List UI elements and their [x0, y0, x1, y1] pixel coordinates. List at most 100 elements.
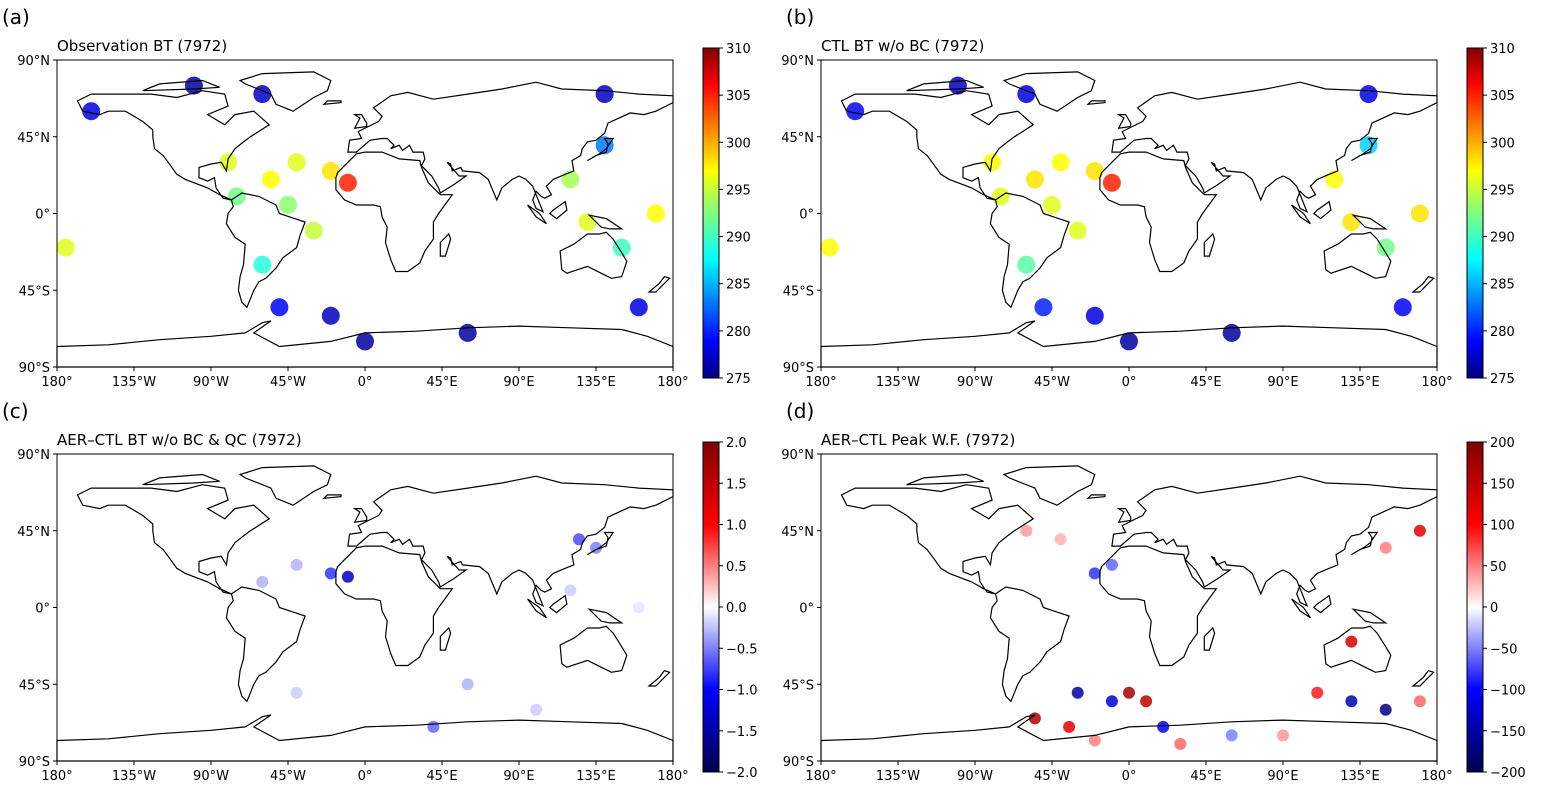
data-point [1105, 695, 1118, 708]
x-tick-label: 45°E [1190, 769, 1221, 784]
y-tick-label: 0° [35, 602, 50, 617]
coastline [527, 598, 547, 619]
x-tick-label: 135°W [876, 769, 920, 784]
data-point [1054, 533, 1067, 546]
y-tick-label: 45°N [781, 525, 814, 540]
data-point [564, 584, 577, 597]
colorbar-tick-label: 300 [726, 136, 751, 151]
coastline [906, 79, 984, 92]
data-point [1102, 173, 1121, 192]
coastline [840, 90, 1035, 201]
coastline [559, 625, 628, 673]
y-tick-label: 45°S [783, 678, 814, 693]
x-tick-label: 90°E [1267, 769, 1298, 784]
colorbar-tick-label: 150 [1490, 477, 1515, 492]
x-tick-label: 135°E [576, 375, 616, 390]
coastline [1086, 100, 1106, 106]
colorbar-tick-label: 200 [1490, 436, 1515, 451]
coastline [820, 714, 1438, 762]
data-point [1020, 524, 1033, 537]
x-tick-label: 135°E [1340, 375, 1380, 390]
data-point [1085, 161, 1104, 180]
data-point [1017, 85, 1036, 104]
data-point [1071, 686, 1084, 699]
colorbar [702, 47, 720, 379]
coastline [352, 508, 368, 523]
data-point [572, 533, 585, 546]
coastline [527, 204, 547, 225]
colorbar-tick-label: 50 [1490, 560, 1507, 575]
coastline [587, 137, 615, 162]
colorbar-tick-label: −0.5 [726, 642, 758, 657]
data-point [279, 196, 297, 214]
data-point [1225, 729, 1238, 742]
colorbar-tick-label: 1.0 [726, 519, 747, 534]
x-tick-label: 90°E [503, 769, 534, 784]
coastline [1111, 475, 1438, 608]
x-tick-label: 135°E [1340, 769, 1380, 784]
coastline [1351, 608, 1388, 624]
x-tick-label: 45°E [426, 769, 457, 784]
data-point [1393, 298, 1412, 317]
data-point [1379, 703, 1392, 716]
y-tick-label: 90°N [17, 448, 50, 463]
coastline [142, 79, 220, 92]
colorbar-tick-label: 2.0 [726, 436, 747, 451]
x-tick-label: 45°W [1034, 769, 1070, 784]
panel-c: (c) AER–CTL BT w/o BC & QC (7972) 180° 13… [2, 399, 758, 784]
coastline [322, 100, 342, 106]
coastline [647, 275, 671, 293]
colorbar-tick-label: 300 [1490, 136, 1515, 151]
data-point [287, 153, 306, 172]
data-point [1051, 153, 1070, 172]
panel-title: AER–CTL BT w/o BC & QC (7972) [57, 431, 302, 449]
coastline [1002, 465, 1096, 506]
map-background [57, 60, 673, 367]
coastline [1203, 626, 1216, 651]
data-point [82, 102, 101, 121]
coastline [322, 494, 342, 500]
panel-b: (b) CTL BT w/o BC (7972) 180° 135°W 90°W 45… [781, 5, 1515, 390]
coastline [840, 484, 1035, 595]
coastline [587, 608, 624, 624]
coastline [820, 320, 1438, 368]
coastline [335, 151, 454, 273]
data-point [1345, 635, 1358, 648]
data-point [1325, 170, 1344, 189]
coastline [347, 81, 674, 214]
panel-letter: (b) [786, 5, 814, 29]
data-point [561, 170, 580, 189]
data-point [321, 306, 340, 325]
y-tick-label: 90°S [19, 755, 50, 770]
coastline [559, 231, 628, 279]
data-point [612, 238, 631, 257]
y-tick-label: 0° [35, 208, 50, 223]
y-tick-label: 90°N [781, 448, 814, 463]
data-point [56, 238, 75, 257]
coastline [1203, 232, 1216, 257]
coastline [1111, 81, 1438, 214]
x-tick-label: 180° [41, 375, 72, 390]
map-plot: 180° 135°W 90°W 45°W 0° 45°E 90°E 135°E 180° 90°N… [781, 436, 1526, 784]
coastline [1099, 545, 1218, 667]
data-point [1359, 136, 1378, 155]
data-point [1034, 298, 1053, 317]
colorbar-tick-label: 280 [726, 325, 751, 340]
coastline [1086, 494, 1106, 500]
y-tick-label: 90°S [783, 755, 814, 770]
x-tick-label: 45°E [1190, 375, 1221, 390]
coastline [56, 714, 674, 762]
colorbar-tick-label: 0.5 [726, 560, 747, 575]
data-point [324, 567, 337, 580]
colorbar-tick-label: 1.5 [726, 477, 747, 492]
coastline [439, 626, 452, 651]
data-point [461, 678, 474, 691]
data-point [1140, 695, 1153, 708]
x-tick-label: 45°W [270, 769, 306, 784]
x-tick-label: 180° [1421, 375, 1452, 390]
colorbar-tick-label: −1.5 [726, 725, 758, 740]
coastline [347, 475, 674, 608]
coastline [225, 586, 306, 703]
data-point [290, 558, 303, 571]
